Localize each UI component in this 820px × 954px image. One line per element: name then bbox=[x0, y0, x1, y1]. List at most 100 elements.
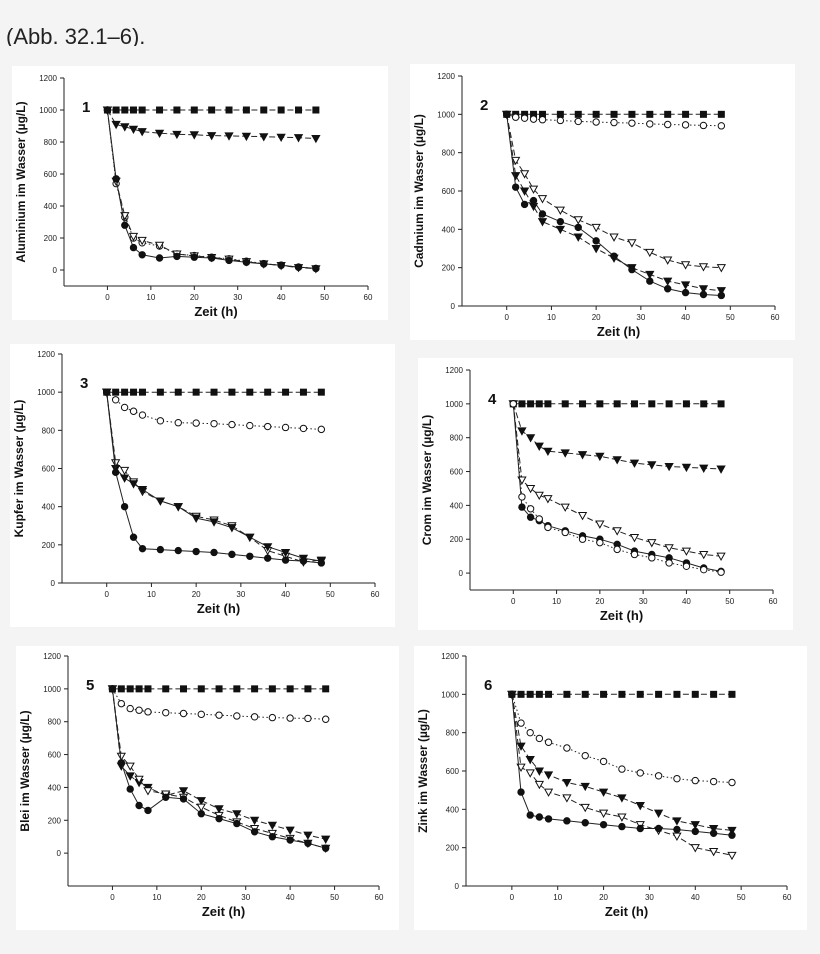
data-point bbox=[135, 706, 143, 714]
data-point bbox=[228, 388, 236, 396]
data-point bbox=[129, 407, 138, 415]
data-point bbox=[112, 175, 120, 183]
y-tick-label: 1200 bbox=[441, 652, 459, 661]
y-tick-label: 1000 bbox=[437, 110, 455, 119]
data-point bbox=[629, 534, 640, 543]
data-point bbox=[563, 817, 571, 825]
data-point bbox=[717, 400, 725, 408]
y-tick-label: 400 bbox=[450, 501, 464, 510]
y-tick-label: 400 bbox=[48, 783, 62, 792]
series-1 bbox=[503, 110, 725, 118]
data-point bbox=[525, 434, 536, 443]
y-tick-label: 800 bbox=[450, 434, 464, 443]
y-tick-label: 400 bbox=[442, 225, 456, 234]
data-point bbox=[281, 556, 290, 564]
series-line bbox=[106, 109, 316, 139]
data-point bbox=[612, 456, 622, 465]
data-point bbox=[528, 185, 539, 194]
data-point bbox=[728, 831, 736, 839]
data-point bbox=[699, 290, 708, 299]
data-point bbox=[281, 423, 290, 432]
data-point bbox=[526, 811, 534, 819]
data-point bbox=[138, 544, 147, 553]
series-3 bbox=[502, 110, 726, 273]
data-point bbox=[228, 420, 236, 429]
data-point bbox=[210, 548, 218, 557]
data-point bbox=[538, 210, 547, 218]
data-point bbox=[646, 110, 654, 118]
data-point bbox=[691, 827, 699, 836]
data-point bbox=[304, 839, 312, 847]
series-5 bbox=[103, 106, 320, 273]
data-point bbox=[599, 757, 608, 766]
data-point bbox=[728, 690, 736, 698]
series-1 bbox=[103, 106, 320, 114]
x-tick-label: 0 bbox=[110, 893, 115, 902]
data-point bbox=[717, 122, 726, 130]
data-point bbox=[210, 388, 218, 396]
data-point bbox=[700, 400, 708, 408]
y-tick-label: 1000 bbox=[43, 685, 61, 694]
data-point bbox=[517, 719, 525, 727]
data-point bbox=[560, 449, 570, 458]
data-point bbox=[519, 170, 530, 179]
data-point bbox=[317, 388, 325, 396]
data-point bbox=[628, 110, 636, 118]
data-point bbox=[135, 685, 143, 693]
data-point bbox=[128, 232, 139, 242]
data-point bbox=[520, 200, 529, 209]
data-point bbox=[233, 712, 241, 720]
y-tick-label: 800 bbox=[44, 138, 58, 147]
data-point bbox=[246, 421, 254, 430]
chart-3-svg: 0 200 400 600 800 1000 1200 0 10 20 30 40 50 60 Zeit (… bbox=[12, 350, 380, 616]
data-point bbox=[263, 543, 273, 552]
x-tick-label: 30 bbox=[233, 293, 242, 302]
data-point bbox=[596, 400, 604, 408]
x-tick-label: 50 bbox=[725, 597, 734, 606]
x-tick-label: 10 bbox=[152, 893, 161, 902]
data-point bbox=[111, 468, 120, 477]
y-tick-label: 800 bbox=[48, 718, 62, 727]
data-point bbox=[249, 816, 260, 826]
series-line bbox=[106, 391, 322, 430]
data-point bbox=[192, 419, 200, 427]
data-point bbox=[577, 451, 588, 460]
data-point bbox=[534, 442, 544, 451]
y-tick-label: 200 bbox=[48, 816, 62, 825]
data-point bbox=[682, 562, 691, 571]
x-tick-label: 30 bbox=[241, 893, 250, 902]
data-point bbox=[629, 459, 640, 468]
data-point bbox=[162, 708, 170, 717]
data-point bbox=[225, 256, 233, 265]
data-point bbox=[665, 400, 673, 408]
data-point bbox=[322, 685, 330, 693]
data-point bbox=[116, 752, 126, 762]
data-point bbox=[210, 419, 218, 428]
y-tick-label: 600 bbox=[42, 465, 56, 474]
data-point bbox=[519, 187, 530, 196]
data-point bbox=[174, 419, 182, 427]
y-tick-label: 1000 bbox=[39, 106, 57, 115]
y-axis-label: Crom im Wasser (µg/L) bbox=[420, 415, 434, 546]
data-point bbox=[663, 285, 672, 293]
data-point bbox=[250, 828, 259, 836]
data-point bbox=[681, 547, 692, 556]
data-point bbox=[708, 848, 719, 857]
data-point bbox=[138, 106, 146, 114]
data-point bbox=[525, 769, 535, 778]
data-point bbox=[627, 239, 637, 248]
data-point bbox=[508, 690, 516, 699]
y-tick-label: 600 bbox=[44, 170, 58, 179]
data-point bbox=[224, 132, 234, 141]
data-point bbox=[699, 121, 708, 130]
chart-2-svg: 0 200 400 600 800 1000 1200 0 10 20 30 40 50 60 Zeit (… bbox=[412, 72, 780, 339]
data-point bbox=[574, 223, 582, 232]
data-point bbox=[172, 130, 182, 140]
series-5 bbox=[508, 690, 736, 839]
x-tick-label: 20 bbox=[599, 893, 608, 902]
y-tick-label: 200 bbox=[442, 264, 456, 273]
x-tick-label: 60 bbox=[371, 590, 380, 599]
x-tick-label: 30 bbox=[639, 597, 648, 606]
data-point bbox=[595, 520, 605, 529]
data-point bbox=[119, 466, 130, 476]
